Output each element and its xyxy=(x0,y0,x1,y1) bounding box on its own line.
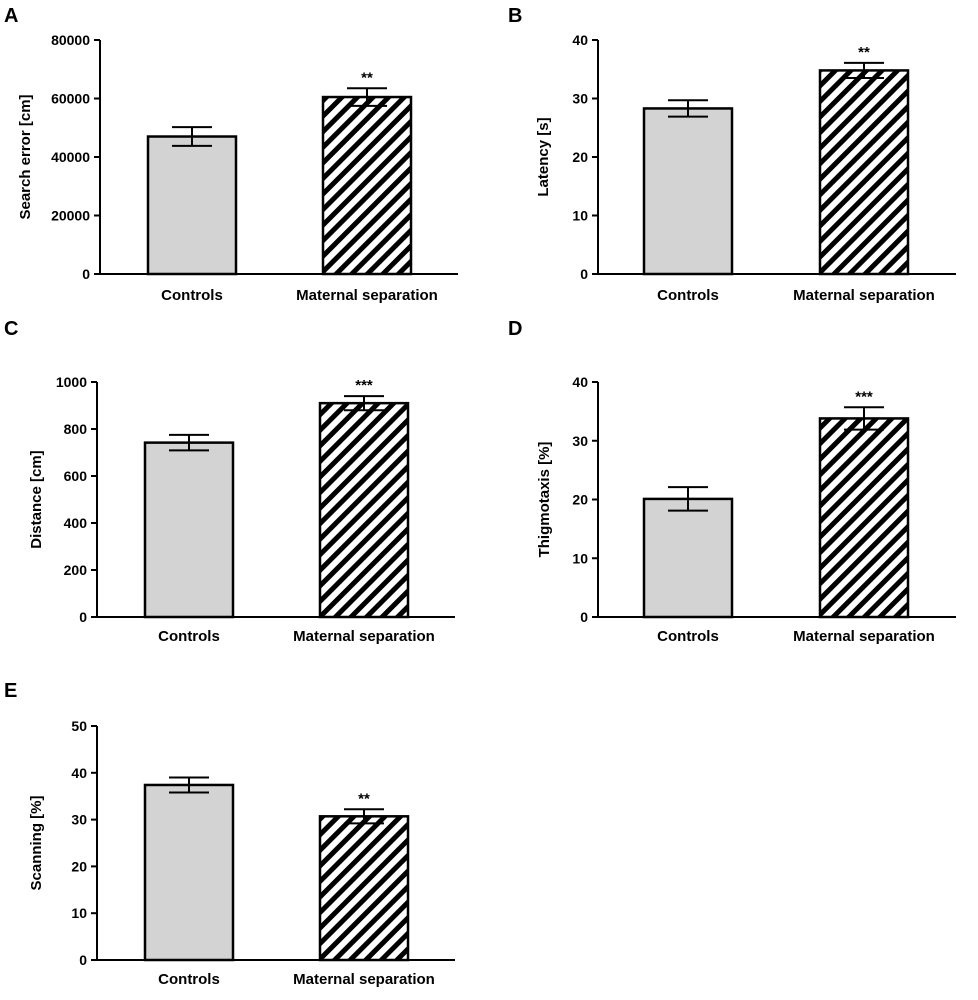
y-tick-label: 0 xyxy=(580,609,588,625)
y-tick-label: 1000 xyxy=(56,374,87,390)
error-bar xyxy=(844,61,884,80)
chart-panel-d: D Controls *** Maternal separation 0 10 20 30 40… xyxy=(508,318,956,645)
y-tick-label: 40 xyxy=(572,374,588,390)
bar-maternal-separation xyxy=(321,95,413,276)
chart-panel-b: B Controls ** Maternal separation 0 10 20 30 40 L… xyxy=(508,5,956,304)
error-bar xyxy=(169,776,209,794)
y-tick-label: 10 xyxy=(71,905,87,921)
category-label: Controls xyxy=(161,287,223,304)
y-tick-label: 20000 xyxy=(51,208,90,224)
y-tick-label: 20 xyxy=(572,492,588,508)
bar-controls xyxy=(642,107,734,276)
y-tick-label: 40 xyxy=(71,765,87,781)
y-tick-label: 60000 xyxy=(51,91,90,107)
y-axis-title: Latency [s] xyxy=(535,117,552,196)
bar-controls xyxy=(143,783,235,962)
significance-marker: ** xyxy=(358,790,370,807)
error-bar xyxy=(344,808,384,825)
error-bar xyxy=(172,126,212,147)
category-label: Controls xyxy=(158,628,220,645)
error-bar xyxy=(668,99,708,118)
significance-marker: *** xyxy=(855,388,873,405)
panel-letter: C xyxy=(4,318,18,340)
y-tick-label: 800 xyxy=(64,421,88,437)
y-tick-label: 20 xyxy=(71,858,87,874)
y-tick-label: 40000 xyxy=(51,149,90,165)
category-label: Maternal separation xyxy=(293,971,435,988)
category-label: Controls xyxy=(657,287,719,304)
error-bar xyxy=(344,395,384,412)
significance-marker: ** xyxy=(858,44,870,61)
y-tick-label: 80000 xyxy=(51,32,90,48)
panel-letter: D xyxy=(508,318,522,340)
y-tick-label: 200 xyxy=(64,562,88,578)
significance-marker: ** xyxy=(361,69,373,86)
y-tick-label: 0 xyxy=(580,266,588,282)
error-bar xyxy=(844,406,884,431)
panel-letter: B xyxy=(508,5,522,27)
bar-maternal-separation xyxy=(818,417,910,619)
bar-controls xyxy=(146,135,238,276)
y-tick-label: 0 xyxy=(82,266,90,282)
category-label: Maternal separation xyxy=(296,287,438,304)
y-tick-label: 400 xyxy=(64,515,88,531)
bar-maternal-separation xyxy=(318,815,410,962)
y-tick-label: 10 xyxy=(572,550,588,566)
bar-maternal-separation xyxy=(818,69,910,276)
panel-letter: A xyxy=(4,5,18,27)
chart-panel-e: E Controls ** Maternal separation 0 10 20 30 40 5… xyxy=(4,680,455,988)
error-bar xyxy=(347,87,387,107)
y-tick-label: 50 xyxy=(71,718,87,734)
y-axis-title: Distance [cm] xyxy=(28,450,45,548)
category-label: Controls xyxy=(657,628,719,645)
bar-maternal-separation xyxy=(318,401,410,619)
bar-controls xyxy=(642,497,734,619)
chart-panel-c: C Controls *** Maternal separation 0 200 400 60… xyxy=(4,318,455,645)
y-tick-label: 600 xyxy=(64,468,88,484)
error-bar xyxy=(169,433,209,452)
category-label: Maternal separation xyxy=(793,628,935,645)
y-tick-label: 30 xyxy=(572,91,588,107)
chart-panel-a: A Controls ** Maternal separation 0 20000 4000… xyxy=(4,5,458,304)
category-label: Maternal separation xyxy=(293,628,435,645)
y-tick-label: 0 xyxy=(79,609,87,625)
y-tick-label: 0 xyxy=(79,952,87,968)
y-tick-label: 40 xyxy=(572,32,588,48)
y-tick-label: 30 xyxy=(71,812,87,828)
y-tick-label: 10 xyxy=(572,208,588,224)
y-axis-title: Scanning [%] xyxy=(28,795,45,890)
bar-controls xyxy=(143,441,235,619)
significance-marker: *** xyxy=(355,377,373,394)
y-tick-label: 20 xyxy=(572,149,588,165)
category-label: Controls xyxy=(158,971,220,988)
y-axis-title: Thigmotaxis [%] xyxy=(536,442,553,558)
category-label: Maternal separation xyxy=(793,287,935,304)
panel-letter: E xyxy=(4,680,17,702)
error-bar xyxy=(668,486,708,512)
y-axis-title: Search error [cm] xyxy=(17,94,34,219)
y-tick-label: 30 xyxy=(572,433,588,449)
